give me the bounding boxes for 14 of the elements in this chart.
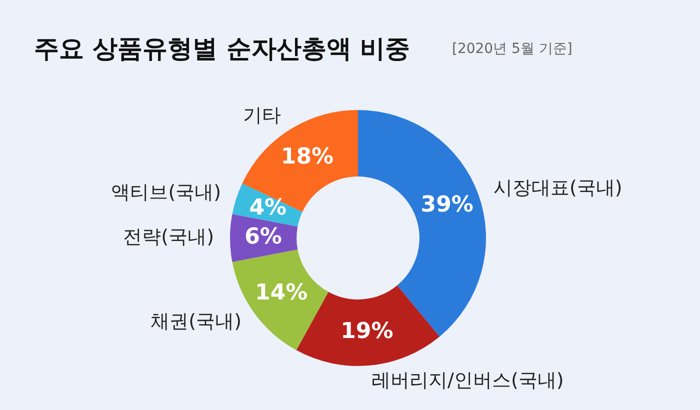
slice-label: 전략(국내)	[123, 226, 214, 248]
chart-title: 주요 상품유형별 순자산총액 비중	[34, 33, 410, 65]
data-label: 6%	[244, 224, 282, 250]
data-label: 39%	[420, 192, 474, 218]
slice-label: 액티브(국내)	[111, 181, 222, 204]
slice-label: 레버리지/인버스(국내)	[372, 369, 564, 392]
chart-subtitle: [2020년 5월 기준]	[452, 40, 572, 58]
slice-label: 채권(국내)	[150, 310, 242, 333]
data-label: 18%	[280, 144, 334, 170]
data-label: 14%	[255, 280, 308, 306]
slice-label: 기타	[242, 104, 281, 126]
data-label: 4%	[249, 195, 287, 220]
data-label: 19%	[340, 319, 394, 344]
slice-label: 시장대표(국내)	[493, 177, 622, 200]
